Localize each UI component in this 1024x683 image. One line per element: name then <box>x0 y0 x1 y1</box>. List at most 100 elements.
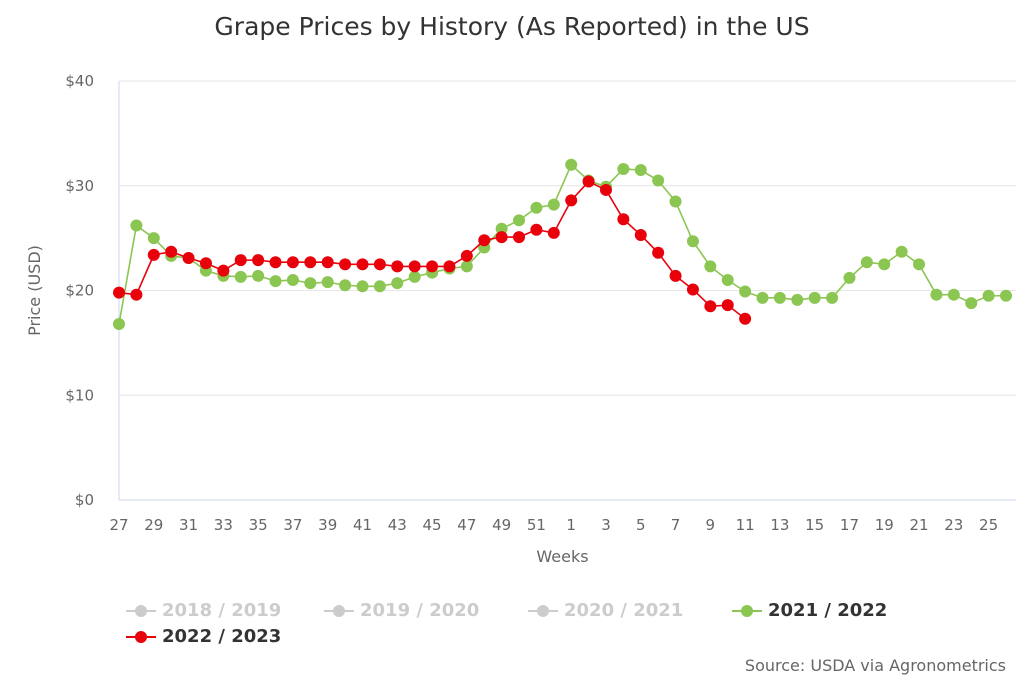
x-tick-label: 39 <box>318 516 337 534</box>
chart-title: Grape Prices by History (As Reported) in… <box>214 12 810 41</box>
data-point <box>547 198 560 211</box>
x-tick-label: 51 <box>527 516 546 534</box>
data-point <box>617 213 630 226</box>
data-point <box>182 252 195 265</box>
legend-label: 2018 / 2019 <box>162 600 282 621</box>
data-point <box>599 183 612 196</box>
legend-marker-icon <box>126 604 156 618</box>
data-point <box>165 245 178 258</box>
series-20222023 <box>113 175 752 325</box>
data-point <box>565 158 578 171</box>
data-point <box>634 164 647 177</box>
data-point <box>686 235 699 248</box>
data-point <box>634 228 647 241</box>
data-point <box>913 258 926 271</box>
x-tick-label: 21 <box>909 516 928 534</box>
data-point <box>617 162 630 175</box>
x-tick-label: 47 <box>457 516 476 534</box>
x-tick-label: 17 <box>840 516 859 534</box>
legend-marker-icon <box>732 604 762 618</box>
x-tick-label: 19 <box>875 516 894 534</box>
data-point <box>582 175 595 188</box>
data-point <box>373 280 386 293</box>
data-point <box>982 289 995 302</box>
data-point <box>530 223 543 236</box>
legend-label: 2019 / 2020 <box>360 600 480 621</box>
x-tick-label: 9 <box>706 516 716 534</box>
data-point <box>843 271 856 284</box>
legend-item-2018-2019[interactable]: 2018 / 2019 <box>126 600 281 621</box>
data-point <box>269 256 282 269</box>
data-point <box>1000 289 1012 302</box>
data-point <box>495 231 508 244</box>
legend-item-2022-2023[interactable]: 2022 / 2023 <box>126 626 281 647</box>
data-point <box>530 201 543 214</box>
data-point <box>304 277 317 290</box>
x-tick-label: 43 <box>388 516 407 534</box>
legend-label: 2020 / 2021 <box>564 600 684 621</box>
x-tick-label: 5 <box>636 516 646 534</box>
data-point <box>391 260 404 273</box>
data-point <box>669 269 682 282</box>
x-tick-label: 11 <box>736 516 755 534</box>
data-point <box>495 222 508 235</box>
data-point <box>252 269 265 282</box>
data-point <box>304 256 317 269</box>
data-point <box>860 256 873 269</box>
data-point <box>321 256 334 269</box>
x-tick-label: 1 <box>566 516 576 534</box>
data-point <box>356 280 369 293</box>
y-tick-label: $10 <box>65 386 94 404</box>
x-tick-label: 33 <box>214 516 233 534</box>
series-line <box>118 180 746 320</box>
x-tick-label: 3 <box>601 516 611 534</box>
y-tick-label: $40 <box>65 72 94 90</box>
data-point <box>391 277 404 290</box>
data-point <box>356 258 369 271</box>
data-point <box>130 288 143 301</box>
data-point <box>652 246 665 259</box>
data-point <box>686 283 699 296</box>
data-point <box>130 219 143 232</box>
data-point <box>826 291 839 304</box>
data-point <box>339 258 352 271</box>
data-point <box>234 270 247 283</box>
data-point <box>408 260 421 273</box>
data-point <box>147 232 160 245</box>
data-point <box>947 288 960 301</box>
data-point <box>930 288 943 301</box>
legend-item-2019-2020[interactable]: 2019 / 2020 <box>324 600 479 621</box>
data-point <box>773 291 786 304</box>
data-point <box>234 254 247 267</box>
x-tick-label: 31 <box>179 516 198 534</box>
data-point <box>704 300 717 313</box>
y-tick-label: $0 <box>75 491 94 509</box>
data-point <box>113 318 125 331</box>
legend-item-2021-2022[interactable]: 2021 / 2022 <box>732 600 887 621</box>
source-credit: Source: USDA via Agronometrics <box>744 656 1006 675</box>
x-axis-title: Weeks <box>536 547 588 566</box>
data-point <box>669 195 682 208</box>
data-point <box>286 274 299 287</box>
data-point <box>373 258 386 271</box>
x-tick-label: 29 <box>144 516 163 534</box>
data-point <box>513 214 526 227</box>
data-point <box>147 248 160 261</box>
data-point <box>286 256 299 269</box>
y-axis-title: Price (USD) <box>25 245 44 336</box>
series-20212022 <box>113 158 1012 331</box>
data-point <box>547 226 560 239</box>
data-point <box>478 234 491 247</box>
legend-label: 2022 / 2023 <box>162 626 282 647</box>
x-tick-label: 15 <box>805 516 824 534</box>
data-point <box>739 312 752 325</box>
legend-label: 2021 / 2022 <box>768 600 888 621</box>
legend-marker-icon <box>324 604 354 618</box>
data-point <box>652 174 665 187</box>
data-point <box>426 260 439 273</box>
data-point <box>460 249 473 262</box>
data-point <box>113 286 125 299</box>
legend-item-2020-2021[interactable]: 2020 / 2021 <box>528 600 683 621</box>
data-point <box>791 293 804 306</box>
